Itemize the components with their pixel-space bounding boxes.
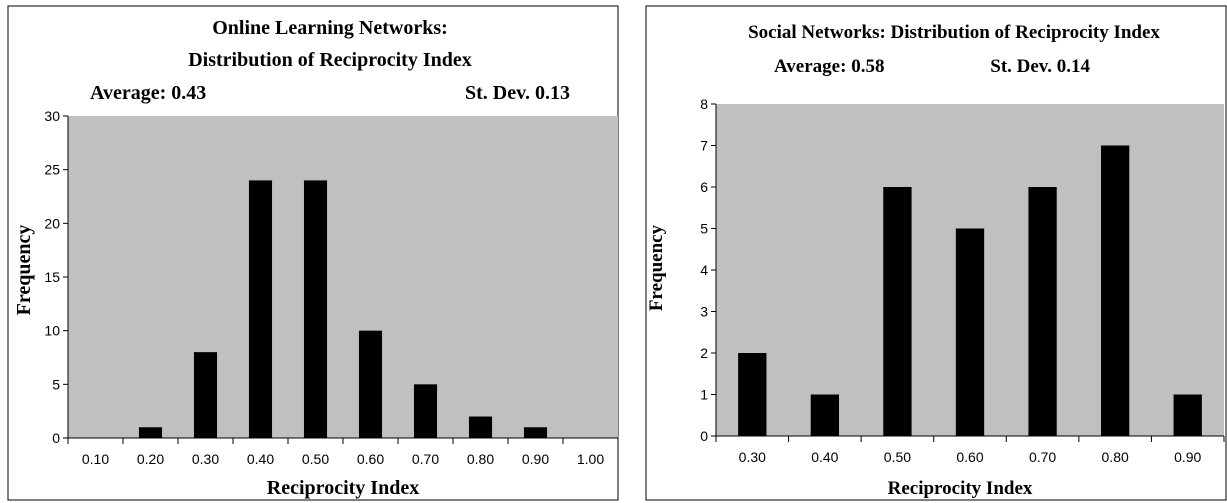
y-tick-label: 4 bbox=[700, 262, 708, 278]
x-tick-label: 0.40 bbox=[247, 451, 274, 467]
bar bbox=[810, 394, 840, 436]
x-tick-label: 0.70 bbox=[412, 451, 439, 467]
x-axis-label: Reciprocity Index bbox=[888, 478, 1033, 499]
chart-social-networks-svg: Social Networks: Distribution of Recipro… bbox=[645, 5, 1227, 501]
stdev-label: St. Dev. 0.14 bbox=[990, 56, 1090, 77]
chart-social-networks: Social Networks: Distribution of Recipro… bbox=[640, 0, 1227, 503]
x-tick-label: 0.80 bbox=[467, 451, 494, 467]
y-tick-label: 6 bbox=[700, 179, 708, 195]
y-tick-label: 10 bbox=[44, 323, 60, 339]
chart-title-line1: Online Learning Networks: bbox=[212, 17, 448, 39]
x-tick-label: 0.30 bbox=[192, 451, 219, 467]
x-tick-label: 0.80 bbox=[1102, 449, 1129, 465]
y-tick-label: 5 bbox=[700, 221, 708, 237]
chart-title-line2: Distribution of Reciprocity Index bbox=[188, 49, 472, 71]
x-tick-label: 0.60 bbox=[956, 449, 983, 465]
bar bbox=[358, 330, 383, 438]
x-tick-label: 0.40 bbox=[811, 449, 838, 465]
bar bbox=[1100, 145, 1130, 436]
y-tick-label: 20 bbox=[44, 215, 60, 231]
bar bbox=[738, 353, 767, 436]
bar bbox=[248, 180, 273, 438]
bar bbox=[955, 228, 985, 436]
bar bbox=[883, 187, 912, 436]
x-tick-label: 0.50 bbox=[884, 449, 911, 465]
x-tick-label: 0.10 bbox=[82, 451, 109, 467]
chart-title-line1: Social Networks: Distribution of Recipro… bbox=[748, 22, 1160, 43]
y-tick-label: 15 bbox=[44, 269, 60, 285]
bar bbox=[1028, 187, 1057, 436]
y-tick-label: 25 bbox=[44, 162, 60, 178]
average-label: Average: 0.58 bbox=[774, 56, 884, 77]
x-tick-label: 0.50 bbox=[302, 451, 329, 467]
y-tick-label: 30 bbox=[44, 108, 60, 124]
y-tick-label: 1 bbox=[700, 387, 708, 403]
bar bbox=[193, 352, 218, 438]
chart-online-learning: Online Learning Networks: Distribution o… bbox=[7, 5, 619, 501]
plot-area: 0 5 10 15 20 25 30 0.10 0.20 0.30 0.40 0.50 0.60 0.70… bbox=[44, 108, 619, 467]
x-tick-label: 0.30 bbox=[739, 449, 766, 465]
bar bbox=[523, 427, 548, 438]
chart-online-learning-svg: Online Learning Networks: Distribution o… bbox=[7, 5, 619, 501]
y-tick-label: 3 bbox=[700, 304, 708, 320]
x-tick-label: 0.20 bbox=[137, 451, 164, 467]
bar bbox=[413, 384, 438, 438]
x-tick-label: 0.90 bbox=[522, 451, 549, 467]
x-tick-label: 0.60 bbox=[357, 451, 384, 467]
y-axis-label: Frequency bbox=[646, 224, 667, 311]
y-tick-label: 0 bbox=[700, 428, 708, 444]
y-tick-label: 7 bbox=[700, 138, 708, 154]
bar bbox=[303, 180, 328, 438]
y-tick-label: 2 bbox=[700, 345, 708, 361]
bar bbox=[468, 416, 493, 438]
y-tick-label: 0 bbox=[52, 430, 60, 446]
x-tick-label: 1.00 bbox=[577, 451, 604, 467]
y-tick-label: 8 bbox=[700, 96, 708, 112]
x-tick-label: 0.90 bbox=[1174, 449, 1201, 465]
plot-background bbox=[68, 116, 618, 438]
x-tick-label: 0.70 bbox=[1029, 449, 1056, 465]
stdev-label: St. Dev. 0.13 bbox=[465, 82, 570, 104]
y-tick-label: 5 bbox=[52, 376, 60, 392]
bar bbox=[1173, 394, 1202, 436]
plot-area: 0 1 2 3 4 5 6 7 8 0.30 0.40 0.50 0.60 0.70 0.80 0.90 bbox=[700, 96, 1225, 465]
y-axis-label: Frequency bbox=[13, 225, 35, 316]
x-axis-label: Reciprocity Index bbox=[267, 477, 419, 499]
average-label: Average: 0.43 bbox=[90, 82, 206, 104]
bar bbox=[138, 427, 163, 438]
